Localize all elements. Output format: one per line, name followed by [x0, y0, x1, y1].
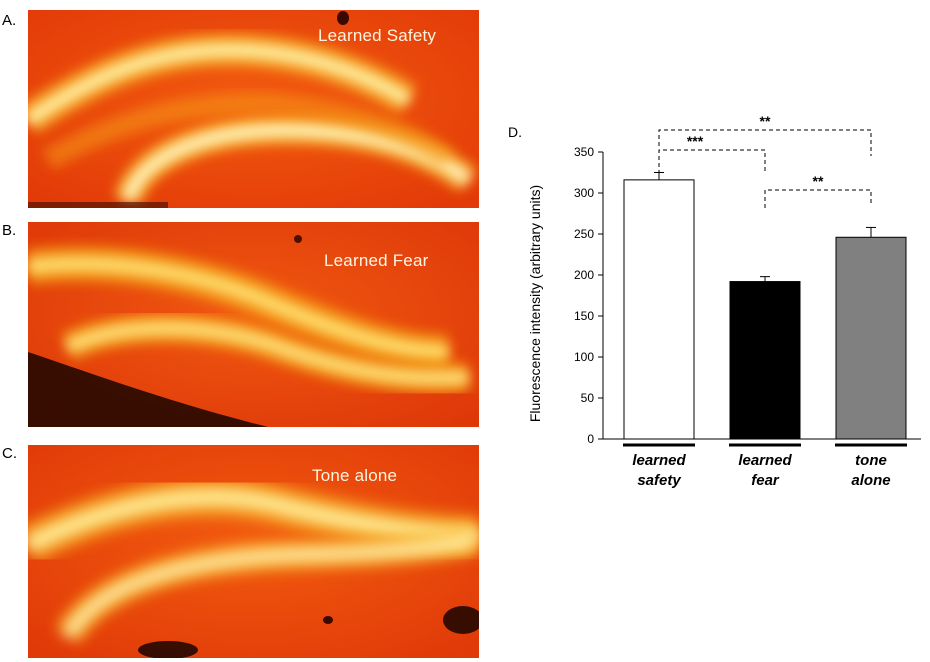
bar-learned-safety: [623, 179, 695, 440]
chart-svg: D. 0 50 100 150 200 250 300 350 Fluorescence int…: [508, 113, 921, 489]
bar-tone-alone: [835, 236, 907, 440]
category-label: learned: [738, 452, 792, 469]
y-tick-label: 250: [574, 227, 594, 241]
micrograph-tone-alone: Tone alone: [28, 445, 479, 658]
micrograph-label-tone-alone: Tone alone: [312, 466, 398, 485]
significance-bracket: [658, 149, 766, 174]
micrograph-learned-fear: Learned Fear: [28, 222, 479, 427]
significance-label: **: [813, 173, 824, 189]
significance-label: **: [760, 113, 771, 129]
y-tick-label: 0: [587, 432, 594, 446]
significance-label: ***: [687, 133, 704, 149]
panel-letter-d: D.: [508, 124, 522, 140]
y-axis-title: Fluorescence intensity (arbitrary units): [527, 185, 543, 422]
significance-bracket: [658, 129, 872, 156]
y-tick-label: 300: [574, 186, 594, 200]
y-tick-label: 200: [574, 268, 594, 282]
y-tick-label: 150: [574, 309, 594, 323]
micrograph-label-learned-fear: Learned Fear: [324, 251, 429, 270]
y-tick-label: 50: [581, 391, 595, 405]
y-tick-label: 350: [574, 145, 594, 159]
panel-letter-c: C.: [2, 445, 17, 462]
bar-learned-fear: [729, 281, 801, 440]
panel-letter-a: A.: [2, 12, 17, 29]
panel-letter-b: B.: [2, 222, 17, 239]
significance-bracket: [764, 189, 872, 208]
micrograph-label-learned-safety: Learned Safety: [318, 26, 437, 45]
fluorescence-bar-chart: D. 0 50 100 150 200 250 300 350 Fluorescence int…: [500, 110, 930, 510]
category-label: learned: [632, 452, 686, 469]
category-label: safety: [637, 472, 681, 489]
category-label: tone: [855, 452, 887, 469]
micrograph-learned-safety: Learned Safety: [28, 10, 479, 208]
category-label: fear: [751, 472, 780, 489]
category-label: alone: [851, 472, 890, 489]
y-tick-label: 100: [574, 350, 594, 364]
